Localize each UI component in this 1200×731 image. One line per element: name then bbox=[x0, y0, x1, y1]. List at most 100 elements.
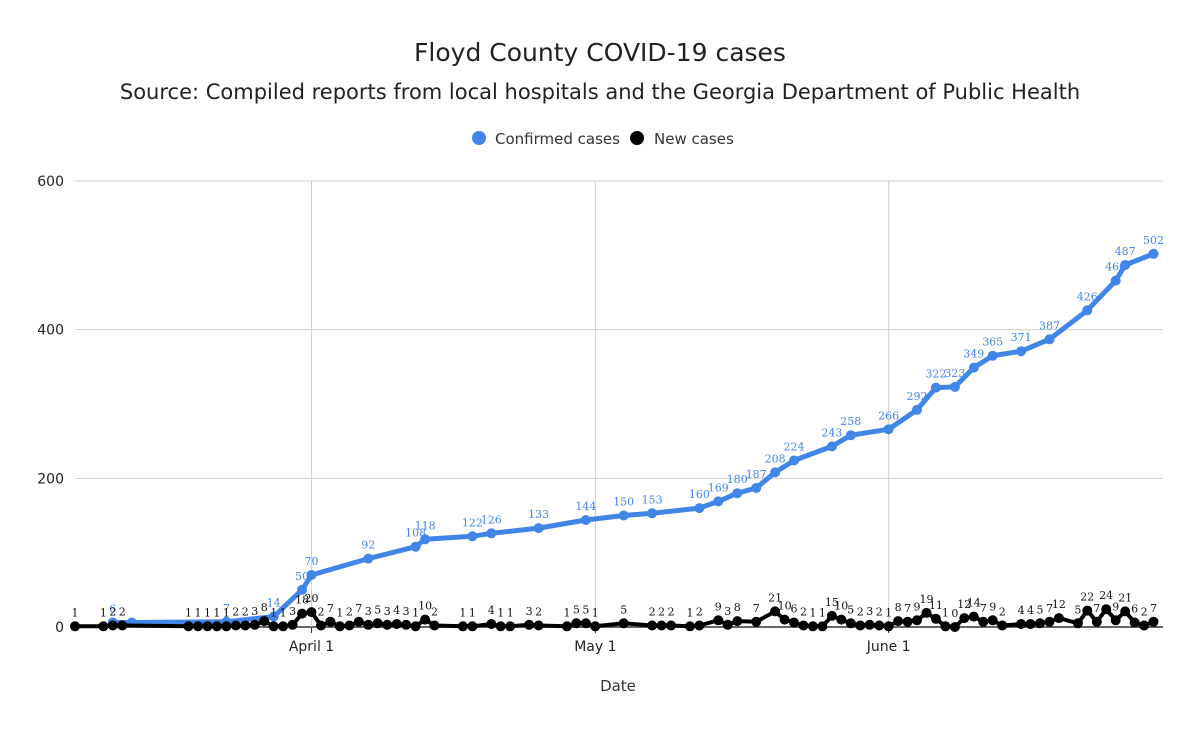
new-cases-point[interactable] bbox=[722, 619, 733, 630]
new-cases-point[interactable] bbox=[1129, 617, 1140, 628]
confirmed-point[interactable] bbox=[580, 515, 591, 525]
new-cases-point[interactable] bbox=[183, 621, 194, 632]
new-cases-point[interactable] bbox=[382, 619, 393, 630]
confirmed-point[interactable] bbox=[732, 488, 743, 499]
new-cases-point[interactable] bbox=[202, 621, 213, 632]
new-cases-point[interactable] bbox=[751, 616, 762, 627]
confirmed-point[interactable] bbox=[410, 541, 421, 552]
new-cases-point[interactable] bbox=[713, 615, 724, 626]
new-cases-point[interactable] bbox=[211, 621, 222, 632]
new-cases-point[interactable] bbox=[864, 619, 875, 630]
new-cases-point[interactable] bbox=[467, 621, 478, 632]
new-cases-point[interactable] bbox=[249, 619, 260, 630]
new-cases-point[interactable] bbox=[107, 620, 118, 631]
confirmed-point[interactable] bbox=[306, 570, 317, 580]
confirmed-point[interactable] bbox=[987, 350, 998, 361]
confirmed-point[interactable] bbox=[770, 467, 781, 478]
new-cases-point[interactable] bbox=[883, 621, 894, 632]
confirmed-point[interactable] bbox=[789, 455, 799, 466]
new-cases-point[interactable] bbox=[770, 606, 781, 617]
new-cases-point[interactable] bbox=[410, 621, 421, 632]
new-cases-point[interactable] bbox=[1110, 615, 1121, 626]
new-cases-point[interactable] bbox=[1091, 616, 1102, 627]
confirmed-point[interactable] bbox=[751, 483, 762, 493]
new-cases-point[interactable] bbox=[391, 619, 402, 629]
new-cases-point[interactable] bbox=[789, 617, 799, 628]
new-cases-point[interactable] bbox=[949, 622, 960, 632]
new-cases-point[interactable] bbox=[580, 618, 591, 629]
confirmed-point[interactable] bbox=[883, 424, 894, 435]
new-cases-point[interactable] bbox=[562, 621, 572, 632]
confirmed-point[interactable] bbox=[912, 404, 922, 415]
confirmed-point[interactable] bbox=[420, 534, 431, 545]
new-cases-point[interactable] bbox=[240, 620, 251, 631]
new-cases-point[interactable] bbox=[306, 607, 317, 618]
new-cases-point[interactable] bbox=[259, 616, 270, 627]
new-cases-point[interactable] bbox=[845, 618, 856, 629]
legend-item-new[interactable]: New cases bbox=[630, 130, 734, 148]
confirmed-point[interactable] bbox=[467, 531, 478, 542]
new-cases-point[interactable] bbox=[401, 619, 412, 630]
confirmed-point[interactable] bbox=[713, 496, 724, 507]
new-cases-point[interactable] bbox=[344, 620, 355, 631]
new-cases-point[interactable] bbox=[353, 616, 364, 627]
confirmed-point[interactable] bbox=[694, 503, 705, 514]
new-cases-point[interactable] bbox=[618, 618, 629, 629]
new-cases-point[interactable] bbox=[363, 619, 374, 630]
new-cases-point[interactable] bbox=[70, 621, 80, 632]
legend-item-confirmed[interactable]: Confirmed cases bbox=[472, 130, 620, 148]
confirmed-point[interactable] bbox=[618, 510, 629, 521]
new-cases-point[interactable] bbox=[1025, 619, 1036, 629]
confirmed-point[interactable] bbox=[1110, 275, 1121, 286]
new-cases-point[interactable] bbox=[98, 621, 109, 632]
confirmed-point[interactable] bbox=[1016, 346, 1027, 357]
confirmed-point[interactable] bbox=[1044, 334, 1055, 345]
new-cases-point[interactable] bbox=[1016, 619, 1027, 629]
new-cases-point[interactable] bbox=[732, 616, 743, 627]
new-cases-point[interactable] bbox=[278, 621, 289, 632]
new-cases-point[interactable] bbox=[779, 614, 790, 625]
new-cases-point[interactable] bbox=[912, 615, 922, 626]
new-cases-point[interactable] bbox=[590, 621, 601, 632]
new-cases-point[interactable] bbox=[1082, 605, 1093, 616]
new-cases-point[interactable] bbox=[297, 608, 308, 619]
new-cases-point[interactable] bbox=[372, 618, 383, 629]
confirmed-point[interactable] bbox=[647, 508, 658, 519]
new-cases-point[interactable] bbox=[505, 621, 516, 632]
confirmed-point[interactable] bbox=[1148, 248, 1159, 259]
new-cases-point[interactable] bbox=[997, 620, 1008, 631]
new-cases-point[interactable] bbox=[1139, 620, 1150, 631]
new-cases-point[interactable] bbox=[457, 621, 468, 632]
new-cases-point[interactable] bbox=[968, 611, 979, 622]
new-cases-point[interactable] bbox=[685, 621, 695, 632]
new-cases-point[interactable] bbox=[495, 621, 506, 632]
confirmed-point[interactable] bbox=[968, 362, 979, 373]
new-cases-point[interactable] bbox=[524, 619, 535, 630]
new-cases-point[interactable] bbox=[807, 621, 818, 632]
new-cases-point[interactable] bbox=[902, 616, 913, 627]
new-cases-point[interactable] bbox=[486, 619, 497, 629]
new-cases-point[interactable] bbox=[959, 613, 970, 624]
confirmed-point[interactable] bbox=[1120, 260, 1131, 270]
new-cases-point[interactable] bbox=[978, 616, 989, 627]
new-cases-point[interactable] bbox=[647, 620, 658, 631]
new-cases-point[interactable] bbox=[1053, 613, 1064, 624]
new-cases-point[interactable] bbox=[334, 621, 345, 632]
new-cases-point[interactable] bbox=[893, 616, 904, 627]
confirmed-point[interactable] bbox=[297, 584, 308, 595]
new-cases-point[interactable] bbox=[571, 618, 582, 629]
new-cases-point[interactable] bbox=[1044, 616, 1055, 627]
new-cases-point[interactable] bbox=[656, 620, 667, 631]
new-cases-point[interactable] bbox=[429, 620, 440, 631]
new-cases-point[interactable] bbox=[987, 615, 998, 626]
confirmed-point[interactable] bbox=[268, 611, 279, 622]
new-cases-point[interactable] bbox=[533, 620, 544, 631]
new-cases-point[interactable] bbox=[287, 619, 298, 630]
confirmed-point[interactable] bbox=[533, 523, 544, 534]
new-cases-point[interactable] bbox=[666, 620, 676, 631]
new-cases-point[interactable] bbox=[826, 610, 837, 621]
new-cases-point[interactable] bbox=[193, 621, 203, 632]
new-cases-point[interactable] bbox=[117, 620, 128, 631]
new-cases-point[interactable] bbox=[817, 621, 828, 632]
confirmed-point[interactable] bbox=[486, 528, 497, 539]
